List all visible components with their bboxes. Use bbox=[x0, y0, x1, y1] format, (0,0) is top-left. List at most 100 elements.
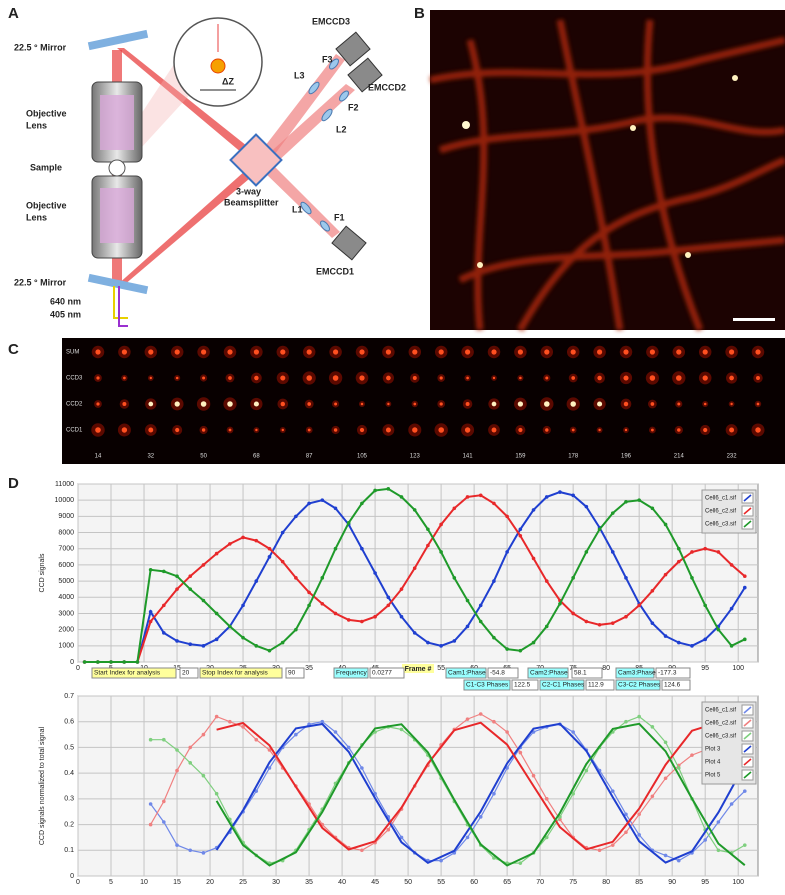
point bbox=[637, 498, 641, 502]
label: EMCCD1 bbox=[316, 266, 354, 276]
point bbox=[453, 506, 457, 510]
point bbox=[162, 738, 166, 742]
point bbox=[690, 644, 694, 648]
point bbox=[453, 639, 457, 643]
spot bbox=[333, 375, 339, 381]
point bbox=[677, 766, 681, 770]
point bbox=[188, 574, 192, 578]
point bbox=[571, 730, 575, 734]
point bbox=[320, 576, 324, 580]
spot bbox=[360, 428, 364, 432]
point bbox=[664, 740, 668, 744]
point bbox=[466, 495, 470, 499]
x-axis-title: Frame # bbox=[405, 666, 432, 673]
spot bbox=[492, 428, 497, 433]
x-tick-label: 55 bbox=[437, 879, 445, 886]
label: 405 nm bbox=[50, 309, 81, 319]
row-label: SUM bbox=[66, 350, 79, 356]
label: Sample bbox=[30, 162, 62, 172]
spot bbox=[361, 403, 364, 406]
x-tick-label: 60 bbox=[470, 879, 478, 886]
spot bbox=[254, 349, 259, 354]
x-tick-label: 10 bbox=[140, 879, 148, 886]
spot bbox=[466, 402, 470, 406]
point bbox=[730, 607, 734, 611]
row-label: CCD2 bbox=[66, 402, 83, 408]
spot bbox=[597, 401, 602, 406]
point bbox=[743, 574, 747, 578]
spot bbox=[466, 377, 469, 380]
point bbox=[254, 579, 258, 583]
spot bbox=[545, 377, 548, 380]
spot bbox=[334, 428, 337, 431]
point bbox=[386, 604, 390, 608]
bead bbox=[630, 125, 636, 131]
control-value: 20 bbox=[182, 670, 190, 677]
spot bbox=[122, 349, 127, 354]
point bbox=[690, 550, 694, 554]
point bbox=[598, 528, 602, 532]
point bbox=[386, 487, 390, 491]
point bbox=[307, 604, 311, 608]
point bbox=[703, 604, 707, 608]
spot bbox=[676, 349, 681, 354]
label: 3-way bbox=[236, 186, 261, 196]
spot bbox=[359, 349, 364, 354]
label: L2 bbox=[336, 124, 347, 134]
point bbox=[611, 511, 615, 515]
point bbox=[519, 861, 523, 865]
point bbox=[188, 761, 192, 765]
frame-label: 196 bbox=[621, 454, 632, 460]
point bbox=[347, 618, 351, 622]
point bbox=[215, 792, 219, 796]
spot bbox=[703, 375, 708, 380]
point bbox=[175, 748, 179, 752]
point bbox=[519, 751, 523, 755]
legend-label: Plot 5 bbox=[705, 773, 721, 779]
point bbox=[360, 848, 364, 852]
point bbox=[149, 823, 153, 827]
label: F3 bbox=[322, 54, 333, 64]
point bbox=[703, 638, 707, 642]
point bbox=[611, 789, 615, 793]
frame-label: 159 bbox=[515, 454, 526, 460]
spot bbox=[307, 402, 311, 406]
frame-label: 32 bbox=[147, 454, 154, 460]
y-tick-label: 9000 bbox=[58, 513, 74, 520]
point bbox=[188, 746, 192, 750]
panel-c: C SUMCCD3CCD2CCD114325068871051231411591… bbox=[8, 338, 785, 464]
point bbox=[651, 794, 655, 798]
point bbox=[651, 725, 655, 729]
spot bbox=[175, 428, 179, 432]
spot bbox=[123, 377, 126, 380]
point bbox=[558, 490, 562, 494]
point bbox=[360, 502, 364, 506]
point bbox=[453, 576, 457, 580]
control-label: C3-C2 Phases bbox=[618, 682, 661, 689]
label: Lens bbox=[26, 212, 47, 222]
point bbox=[334, 547, 338, 551]
legend-label: Cell6_c1.sif bbox=[705, 708, 736, 714]
point bbox=[386, 595, 390, 599]
point bbox=[479, 712, 483, 716]
point bbox=[532, 774, 536, 778]
point bbox=[624, 576, 628, 580]
x-tick-label: 80 bbox=[602, 665, 610, 672]
frame-label: 105 bbox=[357, 454, 368, 460]
spot bbox=[757, 403, 760, 406]
point bbox=[439, 550, 443, 554]
label: EMCCD2 bbox=[368, 82, 406, 92]
spot bbox=[729, 376, 734, 381]
spot bbox=[359, 375, 364, 380]
y-tick-label: 10000 bbox=[55, 497, 75, 504]
control-value: 0.0277 bbox=[372, 670, 392, 677]
point bbox=[294, 515, 298, 519]
point bbox=[294, 576, 298, 580]
spot bbox=[545, 428, 548, 431]
point bbox=[439, 523, 443, 527]
point bbox=[294, 733, 298, 737]
point bbox=[413, 508, 417, 512]
point bbox=[149, 610, 153, 614]
figure: A 22.5 ° Mirror Objective Lens Sample Ob… bbox=[0, 0, 785, 890]
laser-405 bbox=[119, 286, 128, 326]
